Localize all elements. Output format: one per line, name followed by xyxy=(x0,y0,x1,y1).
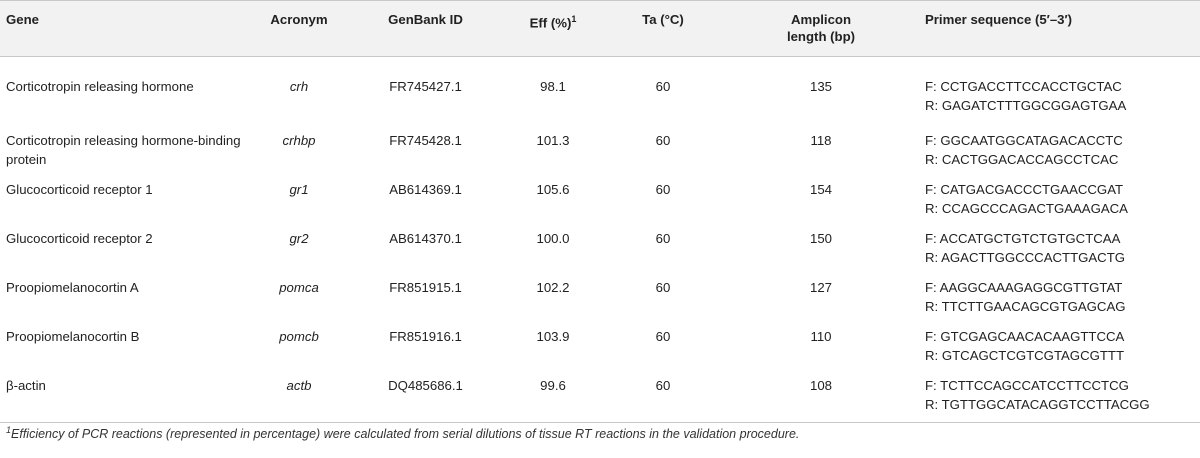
cell-eff: 98.1 xyxy=(540,79,566,94)
cell-eff: 102.2 xyxy=(536,279,570,295)
cell-genbank: DQ485686.1 xyxy=(348,369,503,423)
cell-gene: Corticotropin releasing hormone-binding … xyxy=(6,132,241,167)
cell-primer: F: ACCATGCTGTCTGTGCTCAA R: AGACTTGGCCCACT… xyxy=(919,223,1200,272)
header-gene: Gene xyxy=(0,0,250,57)
cell-eff: 105.6 xyxy=(536,181,570,197)
primer-forward: F: AAGGCAAAGAGGCGTTGTAT xyxy=(925,279,1123,295)
cell-ta: 60 xyxy=(655,79,671,94)
header-amplicon-label: Amplicon length (bp) xyxy=(786,12,856,44)
primer-reverse: R: GTCAGCTCGTCGTAGCGTTT xyxy=(925,347,1125,363)
primer-reverse: R: TGTTGGCATACAGGTCCTTACGG xyxy=(925,396,1150,412)
cell-gene: Glucocorticoid receptor 2 xyxy=(6,230,153,246)
cell-ta: 60 xyxy=(655,132,671,148)
table-row: Proopiomelanocortin B pomcb FR851916.1 103.… xyxy=(0,321,1200,370)
cell-genbank: FR745427.1 xyxy=(389,79,462,94)
primer-table: Gene Acronym GenBank ID Eff (%)1 Ta (°C)… xyxy=(0,0,1200,423)
primer-reverse: R: GAGATCTTTGGCGGAGTGAA xyxy=(925,98,1127,113)
cell-amplicon: 127 xyxy=(809,279,832,295)
cell-acronym: actb xyxy=(250,369,348,423)
cell-eff: 101.3 xyxy=(536,132,570,148)
cell-genbank: FR851916.1 xyxy=(389,328,462,344)
cell-acronym: crh xyxy=(289,79,309,94)
table-row: β-actin actb DQ485686.1 99.6 60 108 F: TCTTCCA… xyxy=(0,369,1200,423)
footnote-text: Efficiency of PCR reactions (represented… xyxy=(11,427,800,442)
primer-reverse: R: AGACTTGGCCCACTTGACTG xyxy=(925,249,1126,265)
primer-forward: F: CCTGACCTTCCACCTGCTAC xyxy=(925,79,1122,94)
cell-genbank: FR745428.1 xyxy=(389,132,462,148)
cell-ta: 60 xyxy=(603,369,723,423)
cell-primer: F: CATGACGACCCTGAACCGAT R: CCAGCCCAGACTGA… xyxy=(919,174,1200,223)
header-eff: Eff (%)1 xyxy=(503,0,603,57)
cell-amplicon: 154 xyxy=(809,181,832,197)
cell-genbank: AB614370.1 xyxy=(389,230,462,246)
header-primer: Primer sequence (5′–3′) xyxy=(919,0,1200,57)
cell-eff: 99.6 xyxy=(503,369,603,423)
primer-forward: F: CATGACGACCCTGAACCGAT xyxy=(925,181,1124,197)
primer-forward: F: ACCATGCTGTCTGTGCTCAA xyxy=(925,230,1121,246)
header-eff-label: Eff (%) xyxy=(529,15,572,31)
cell-ta: 60 xyxy=(655,328,671,344)
cell-eff: 103.9 xyxy=(536,328,570,344)
header-genbank: GenBank ID xyxy=(348,0,503,57)
table-row: Proopiomelanocortin A pomca FR851915.1 102.… xyxy=(0,272,1200,321)
cell-gene: Glucocorticoid receptor 1 xyxy=(6,181,153,197)
footnote: 1Efficiency of PCR reactions (represente… xyxy=(6,425,799,441)
cell-eff: 100.0 xyxy=(536,230,570,246)
cell-primer: F: GTCGAGCAACACAAGTTCCA R: GTCAGCTCGTCGTA… xyxy=(919,321,1200,370)
table-row: Glucocorticoid receptor 2 gr2 AB614370.1 10… xyxy=(0,223,1200,272)
table-row: Glucocorticoid receptor 1 gr1 AB614369.1 10… xyxy=(0,174,1200,223)
cell-acronym: crhbp xyxy=(282,132,316,148)
cell-gene: Proopiomelanocortin A xyxy=(6,279,139,295)
header-acronym: Acronym xyxy=(250,0,348,57)
cell-acronym: gr1 xyxy=(289,181,309,197)
header-amplicon: Amplicon length (bp) xyxy=(723,0,919,57)
cell-gene: Corticotropin releasing hormone xyxy=(6,79,194,94)
cell-amplicon: 150 xyxy=(809,230,832,246)
cell-amplicon: 110 xyxy=(810,328,832,344)
primer-reverse: R: TTCTTGAACAGCGTGAGCAG xyxy=(925,298,1126,314)
cell-acronym: pomcb xyxy=(279,328,319,344)
cell-ta: 60 xyxy=(655,181,671,197)
header-ta: Ta (°C) xyxy=(603,0,723,57)
cell-acronym: pomca xyxy=(279,279,319,295)
cell-primer: F: AAGGCAAAGAGGCGTTGTAT R: TTCTTGAACAGCGT… xyxy=(919,272,1200,321)
primer-forward: F: TCTTCCAGCCATCCTTCCTCG xyxy=(925,377,1129,393)
cell-genbank: FR851915.1 xyxy=(389,279,462,295)
primer-forward: F: GTCGAGCAACACAAGTTCCA xyxy=(925,328,1125,344)
cell-ta: 60 xyxy=(655,279,671,295)
primer-reverse: R: CACTGGACACCAGCCTCAC xyxy=(925,151,1119,167)
cell-acronym: gr2 xyxy=(289,230,309,246)
cell-ta: 60 xyxy=(655,230,671,246)
primer-forward: F: GGCAATGGCATAGACACCTC xyxy=(925,132,1123,148)
cell-amplicon: 118 xyxy=(810,132,832,148)
cell-amplicon: 135 xyxy=(809,79,832,94)
header-row: Gene Acronym GenBank ID Eff (%)1 Ta (°C)… xyxy=(0,0,1200,57)
cell-primer: F: CCTGACCTTCCACCTGCTAC R: GAGATCTTTGGCGG… xyxy=(919,57,1200,125)
footnote-sup: 1 xyxy=(6,425,12,435)
cell-genbank: AB614369.1 xyxy=(389,181,462,197)
table-row: Corticotropin releasing hormone crh FR7454… xyxy=(0,57,1200,125)
cell-amplicon: 108 xyxy=(723,369,919,423)
primer-reverse: R: CCAGCCCAGACTGAAAGACA xyxy=(925,200,1128,216)
cell-gene: Proopiomelanocortin B xyxy=(6,328,140,344)
cell-gene: β-actin xyxy=(0,369,250,423)
cell-primer: F: GGCAATGGCATAGACACCTC R: CACTGGACACCAGC… xyxy=(919,125,1200,174)
header-eff-sup: 1 xyxy=(571,14,577,24)
cell-primer: F: TCTTCCAGCCATCCTTCCTCG R: TGTTGGCATACAG… xyxy=(919,369,1200,423)
table-row: Corticotropin releasing hormone-binding … xyxy=(0,125,1200,174)
